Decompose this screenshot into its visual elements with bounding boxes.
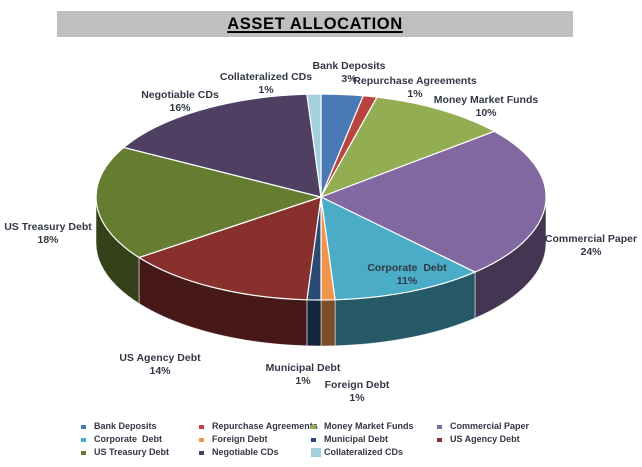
pie-slice-us-treasury-debt[interactable] — [95, 146, 322, 259]
pie-slice-us-agency-debt[interactable] — [138, 196, 322, 301]
pie-slice-negotiable-cds[interactable] — [123, 93, 322, 198]
pie-slice-commercial-paper[interactable] — [320, 130, 547, 273]
chart-title: ASSET ALLOCATION — [227, 14, 403, 33]
title-band: ASSET ALLOCATION — [57, 11, 573, 37]
pie-rim-foreign-debt — [320, 299, 336, 347]
pie-rim-municipal-debt — [306, 299, 322, 347]
pie-slice-collateralized-cds[interactable] — [306, 93, 322, 198]
pie-slice-corporate-debt[interactable] — [320, 196, 476, 301]
pie-slice-money-market-funds[interactable] — [320, 96, 495, 198]
